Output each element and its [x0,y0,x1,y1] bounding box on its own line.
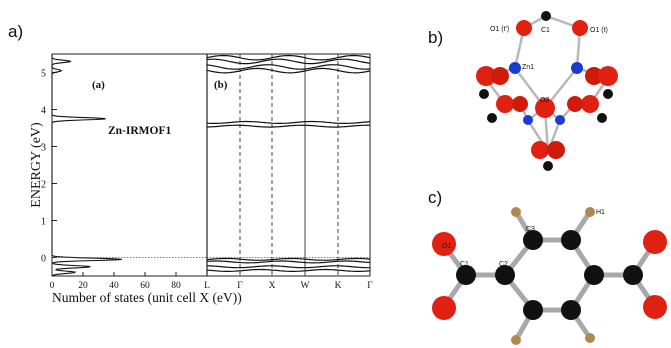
band-line [206,67,371,74]
y-tick-label: 5 [41,69,46,80]
x-tick-label: 60 [140,281,150,291]
label-c2-c: C2 [499,261,508,268]
x-tick-label: 80 [171,281,181,291]
panel-label-b: b) [428,28,444,47]
label-o1-t: O1 (t) [590,27,608,34]
y-tick-label: 2 [41,180,46,191]
y-tick-label: 3 [41,143,46,154]
k-point-label: L [204,281,210,291]
label-o1-c: O1 [442,243,451,250]
x-tick-label: 40 [109,281,119,291]
k-point-label: K [335,281,342,291]
label-c1-b: C1 [541,27,550,34]
right-panel-tag: (b) [214,79,228,91]
y-tick-label: 4 [41,106,46,117]
label-h1-c: H1 [596,209,605,216]
label-o1-tprime: O1 (t') [490,26,509,33]
k-point-label: X [269,281,276,291]
x-axis-label: Number of states (unit cell X (eV)) [52,290,242,305]
panel-label-c: c) [428,188,443,207]
x-tick-label: 0 [50,281,55,291]
x-tick-label: 20 [78,281,88,291]
band-line [206,268,371,272]
left-panel-tag: (a) [92,79,105,91]
dos-curve [51,54,207,277]
k-point-label: W [301,281,310,291]
band-line [206,58,371,65]
band-line [206,257,371,261]
label-c1-c: C1 [460,261,469,268]
dos-line [51,54,122,277]
x-ticks: 0 20 40 60 80 [50,272,181,291]
dos-annotation: Zn-IRMOF1 [108,125,172,137]
band-line [206,265,370,269]
y-axis-label: ENERGY (eV) [29,122,44,208]
y-tick-label: 0 [41,254,46,265]
band-line [206,260,371,264]
band-lines [206,54,371,272]
y-tick-label: 1 [41,217,46,228]
band-line [206,124,371,128]
panel-label-a: a) [8,22,24,41]
k-point-label: Γ [367,281,373,291]
band-line [206,64,371,70]
band-line [206,54,371,61]
label-c3-c: C3 [526,226,535,233]
label-o2: O2 [540,97,549,104]
label-zn1: Zn1 [522,64,534,71]
k-point-label: Γ [237,281,243,291]
band-line [206,120,371,124]
